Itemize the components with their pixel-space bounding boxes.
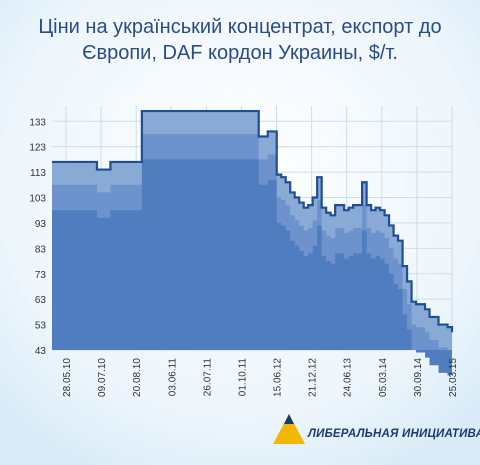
y-tick-label: 93 <box>35 219 47 230</box>
y-tick-label: 113 <box>30 168 46 179</box>
title-line-2: Європи, DAF кордон Украины, $/т. <box>82 42 398 64</box>
x-tick-label: 25.03.15 <box>448 358 459 397</box>
x-tick-label: 15.06.12 <box>273 358 284 397</box>
x-tick-label: 24.06.13 <box>343 358 354 397</box>
title-line-1: Ціни на український концентрат, експорт … <box>38 16 442 38</box>
logo-triangle-icon <box>273 414 305 444</box>
y-tick-label: 103 <box>29 194 46 205</box>
chart-title: Ціни на український концентрат, експорт … <box>30 14 450 66</box>
area-bands <box>52 109 454 381</box>
x-tick-label: 20.08.10 <box>132 358 143 397</box>
x-tick-label: 01.10.11 <box>237 358 248 397</box>
x-tick-label: 28.05.10 <box>62 358 73 397</box>
y-tick-label: 133 <box>29 117 46 128</box>
area-band-low <box>52 159 452 381</box>
x-tick-label: 21.12.12 <box>308 358 319 397</box>
x-tick-label: 30.09.14 <box>413 358 424 397</box>
x-tick-label: 26.07.11 <box>202 358 213 397</box>
y-tick-label: 83 <box>35 244 47 255</box>
y-tick-label: 73 <box>35 270 47 281</box>
logo: ЛИБЕРАЛЬНАЯ ИНИЦИАТИВА <box>270 410 480 450</box>
x-tick-label: 09.07.10 <box>97 358 108 397</box>
logo-text: ЛИБЕРАЛЬНАЯ ИНИЦИАТИВА <box>308 428 480 440</box>
y-tick-label: 53 <box>35 321 47 332</box>
series-line <box>52 109 454 333</box>
y-axis-ticks: 43 53 63 73 83 93 103 113 123 133 <box>29 117 46 357</box>
y-tick-label: 123 <box>29 143 46 154</box>
x-tick-label: 03.06.11 <box>167 358 178 397</box>
y-tick-label: 43 <box>35 346 47 357</box>
x-tick-label: 05.03.14 <box>378 358 389 397</box>
x-axis-ticks: 28.05.10 09.07.10 20.08.10 03.06.11 26.07.11… <box>62 358 459 397</box>
y-tick-label: 63 <box>35 295 47 306</box>
